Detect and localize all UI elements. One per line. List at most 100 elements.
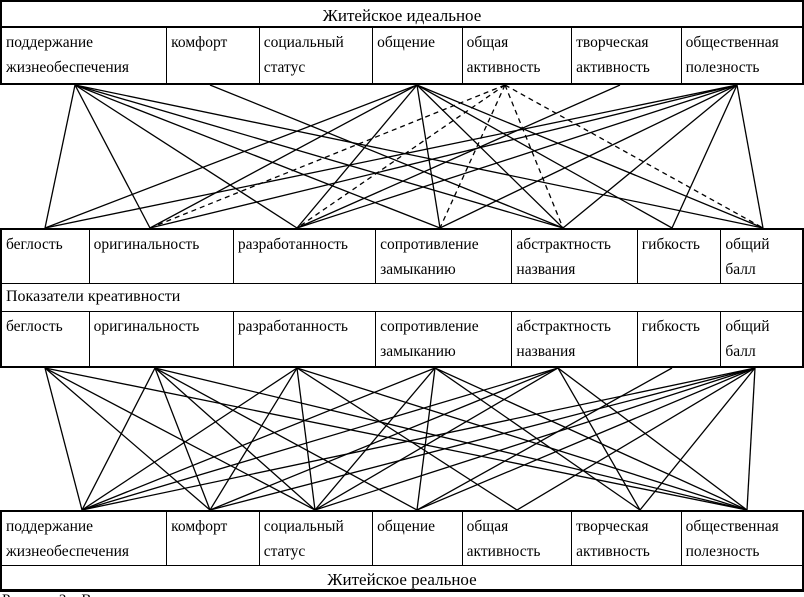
correlation-edge-solid (44, 85, 738, 228)
correlation-edge-solid (74, 85, 151, 228)
correlation-edge-solid (296, 85, 738, 228)
creativity-lower-cell-1: оригинальность (88, 312, 233, 368)
real-values-row: поддержание жизнеобеспечения комфорт социа… (2, 512, 802, 565)
ideal-values-title: Житейское идеальное (2, 2, 802, 28)
correlation-edge-solid (416, 85, 564, 228)
correlation-edge-solid (296, 368, 316, 510)
correlation-edge-solid (416, 85, 441, 228)
ideal-cell-2: социальный статус (258, 28, 372, 83)
correlation-edge-solid (81, 368, 298, 510)
correlation-edge-solid (209, 368, 559, 510)
correlation-edge-solid (74, 85, 564, 228)
correlation-edge-solid (149, 85, 738, 228)
ideal-cell-1: комфорт (166, 28, 259, 83)
correlation-edge-solid (44, 368, 211, 510)
ideal-cell-4: общая активность (461, 28, 571, 83)
correlation-edge-solid (516, 368, 756, 510)
correlation-edge-solid (74, 85, 298, 228)
creativity-row-label: Показатели креативности (2, 283, 802, 311)
correlation-edge-solid (44, 368, 748, 510)
creativity-lower-cell-5: гибкость (636, 312, 721, 368)
correlation-edge-solid (74, 85, 764, 228)
caption-clipped: Рисунок 2 – В (2, 592, 802, 597)
correlation-edge-solid (81, 368, 436, 510)
correlation-edge-solid (81, 368, 559, 510)
correlation-edge-dashed (149, 85, 506, 228)
correlation-edge-solid (434, 368, 748, 510)
creativity-row-upper: беглость оригинальность разработанность соп… (2, 230, 802, 283)
creativity-upper-cell-5: гибкость (636, 230, 721, 283)
ideal-cell-3: общение (372, 28, 462, 83)
creativity-upper-cell-6: общий балл (720, 230, 802, 283)
correlation-edge-solid (562, 85, 738, 228)
real-values-title: Житейское реальное (2, 565, 802, 589)
creativity-lower-cell-2: разработанность (232, 312, 375, 368)
correlation-edge-solid (44, 368, 83, 510)
creativity-upper-cell-3: сопротивление замыканию (375, 230, 511, 283)
real-cell-6: общественная полезность (680, 512, 802, 565)
creativity-lower-cell-3: сопротивление замыканию (375, 312, 511, 368)
creativity-lower-cell-0: беглость (6, 318, 63, 335)
correlation-edge-solid (416, 368, 756, 510)
ideal-values-row: поддержание жизнеобеспечения комфорт социа… (2, 28, 802, 83)
correlation-edge-solid (416, 85, 764, 228)
creativity-upper-cell-1: оригинальность (88, 230, 233, 283)
correlation-edge-dashed (296, 85, 506, 228)
correlation-edge-solid (296, 85, 418, 228)
correlation-edge-solid (416, 85, 673, 228)
correlation-edge-solid (314, 368, 559, 510)
creativity-lower-cell-6: общий балл (720, 312, 802, 368)
real-cell-2: социальный статус (258, 512, 372, 565)
correlation-edge-solid (439, 85, 738, 228)
real-cell-0: поддержание жизнеобеспечения (6, 518, 130, 560)
ideal-cell-0: поддержание жизнеобеспечения (6, 34, 130, 76)
correlation-edge-solid (81, 368, 756, 510)
correlation-edge-dashed (504, 85, 764, 228)
creativity-lower-cell-4: абстрактность названия (511, 312, 636, 368)
correlation-edge-solid (209, 368, 298, 510)
correlation-edge-solid (209, 85, 564, 228)
ideal-cell-6: общественная полезность (680, 28, 802, 83)
correlation-edge-solid (296, 85, 621, 228)
correlation-edge-solid (149, 85, 418, 228)
real-cell-1: комфорт (166, 512, 259, 565)
correlation-edge-solid (154, 368, 418, 510)
correlation-edge-solid (44, 368, 316, 510)
correlation-edge-solid (416, 368, 673, 510)
correlation-edge-solid (44, 85, 76, 228)
correlation-edge-solid (154, 368, 748, 510)
creativity-indicators-table: беглость оригинальность разработанность соп… (0, 228, 804, 368)
correlation-edge-solid (736, 85, 764, 228)
real-values-table: поддержание жизнеобеспечения комфорт социа… (0, 510, 804, 592)
correlation-edge-dashed (504, 85, 564, 228)
correlation-edge-solid (314, 368, 756, 510)
creativity-upper-cell-4: абстрактность названия (511, 230, 636, 283)
creativity-row-lower: беглость оригинальность разработанность соп… (2, 311, 802, 368)
real-cell-3: общение (372, 512, 462, 565)
correlation-edge-solid (154, 368, 211, 510)
correlation-edge-solid (296, 368, 518, 510)
correlation-edge-solid (434, 368, 641, 510)
correlation-edge-solid (557, 368, 641, 510)
correlation-edge-solid (557, 368, 748, 510)
real-cell-4: общая активность (461, 512, 571, 565)
correlation-edge-dashed (439, 85, 506, 228)
creativity-upper-cell-2: разработанность (232, 230, 375, 283)
correlation-edge-solid (314, 368, 436, 510)
ideal-values-table: Житейское идеальное поддержание жизнеобе… (0, 0, 804, 85)
correlation-edge-solid (296, 368, 748, 510)
ideal-cell-5: творческая активность (571, 28, 680, 83)
correlation-edge-solid (44, 85, 418, 228)
correlation-edge-solid (639, 368, 756, 510)
correlation-edge-solid (81, 368, 156, 510)
correlation-edge-solid (746, 368, 756, 510)
correlation-edge-solid (671, 85, 738, 228)
creativity-upper-cell-0: беглость (6, 236, 63, 253)
correlation-lines-upper (44, 85, 764, 228)
correlation-lines-lower (44, 368, 756, 510)
correlation-edge-solid (74, 85, 441, 228)
real-cell-5: творческая активность (571, 512, 680, 565)
correlation-edge-solid (154, 368, 316, 510)
correlation-edge-solid (416, 368, 436, 510)
